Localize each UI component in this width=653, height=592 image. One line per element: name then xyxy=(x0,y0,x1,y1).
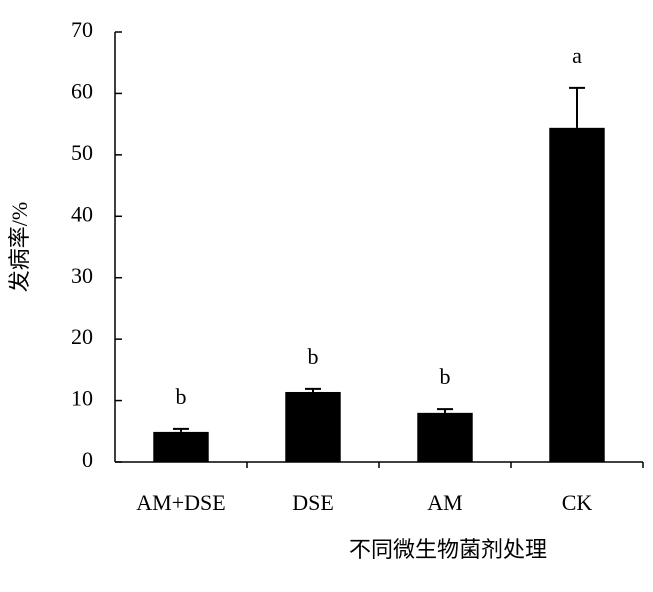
bar xyxy=(285,391,341,462)
error-bar xyxy=(305,387,321,392)
x-tick-label: DSE xyxy=(292,490,334,515)
significance-label: b xyxy=(308,344,319,369)
x-tick-label: AM xyxy=(427,490,462,515)
y-tick-label: 40 xyxy=(71,201,93,226)
x-axis-label: 不同微生物菌剂处理 xyxy=(349,537,547,562)
significance-label: b xyxy=(176,384,187,409)
error-bar xyxy=(437,408,453,413)
y-tick-label: 20 xyxy=(71,324,93,349)
y-tick-label: 50 xyxy=(71,140,93,165)
x-tick-label: AM+DSE xyxy=(136,490,225,515)
bar xyxy=(549,127,605,462)
y-tick-label: 60 xyxy=(71,78,93,103)
significance-label: a xyxy=(572,43,582,68)
y-axis-label: 发病率/% xyxy=(7,202,32,292)
y-tick-label: 70 xyxy=(71,17,93,42)
significance-label: b xyxy=(440,364,451,389)
bar xyxy=(417,412,473,462)
error-bar xyxy=(569,86,585,128)
bar xyxy=(153,431,209,462)
x-tick-label: CK xyxy=(562,490,593,515)
error-bar xyxy=(173,427,189,432)
y-tick-label: 10 xyxy=(71,386,93,411)
y-tick-label: 30 xyxy=(71,263,93,288)
y-tick-label: 0 xyxy=(82,447,93,472)
